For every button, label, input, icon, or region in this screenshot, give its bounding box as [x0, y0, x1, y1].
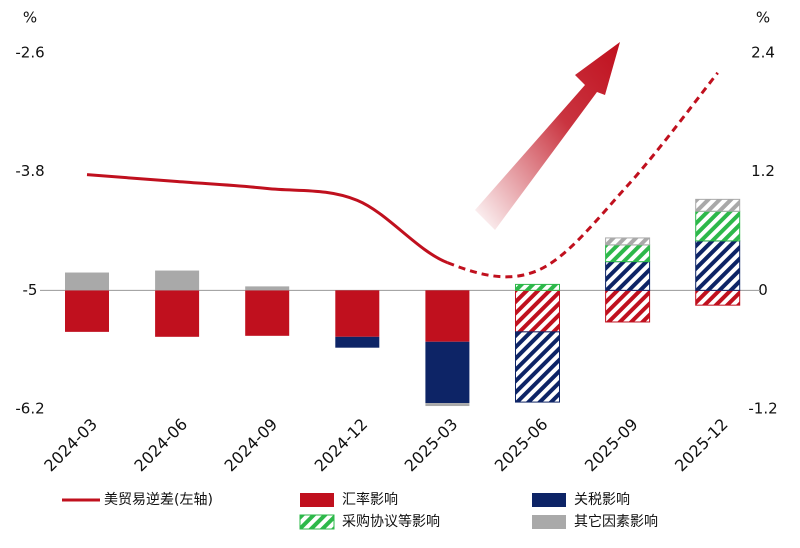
y2-tick-label: -1.2: [748, 400, 777, 418]
x-tick-label: 2025-03: [401, 415, 462, 476]
x-tick-label: 2024-03: [40, 415, 101, 476]
bar: [695, 240, 741, 291]
bar: [605, 244, 651, 263]
legend-label: 采购协议等影响: [342, 513, 440, 530]
bar: [515, 283, 560, 291]
y2-unit: %: [756, 9, 770, 27]
line-forecast: [446, 71, 719, 279]
legend-label: 关税影响: [574, 492, 630, 508]
x-tick-label: 2024-12: [311, 415, 372, 476]
legend-item: 采购协议等影响: [299, 513, 440, 530]
legend-item: 其它因素影响: [532, 513, 658, 530]
y-tick-label: -3.8: [15, 162, 44, 180]
bar: [515, 331, 560, 403]
bar: [155, 290, 200, 337]
legend-swatch: [300, 493, 334, 507]
legend-item: 关税影响: [532, 492, 630, 508]
legend-label: 美贸易逆差(左轴): [104, 492, 213, 508]
legend-swatch: [299, 514, 335, 530]
legend-item: 美贸易逆差(左轴): [62, 492, 213, 508]
bar: [245, 286, 290, 291]
bar: [605, 237, 651, 246]
bar: [515, 289, 560, 333]
bar: [155, 270, 200, 291]
bar: [335, 290, 380, 337]
x-tick-label: 2024-06: [130, 415, 191, 476]
bar: [425, 290, 470, 342]
y2-tick-label: 1.2: [751, 162, 775, 180]
legend-label: 汇率影响: [342, 491, 398, 508]
x-tick-label: 2025-12: [671, 415, 732, 476]
bar: [605, 289, 651, 323]
bar: [605, 261, 651, 291]
x-tick-label: 2025-06: [491, 415, 552, 476]
bar: [65, 290, 109, 332]
x-tick-label: 2024-09: [220, 415, 281, 476]
legend-label: 其它因素影响: [574, 513, 658, 530]
bar: [425, 403, 470, 407]
y-tick-label: -6.2: [15, 400, 44, 418]
y-tick-label: -2.6: [15, 44, 44, 62]
legend-swatch: [532, 493, 566, 507]
y-tick-label: -5: [23, 281, 38, 299]
bar: [695, 198, 741, 212]
bar: [65, 272, 109, 291]
line: [86, 173, 448, 265]
trend-arrow: [475, 42, 620, 230]
bar: [245, 290, 290, 336]
y2-tick-label: 0: [758, 281, 768, 299]
legend-item: 汇率影响: [300, 491, 398, 508]
x-tick-label: 2025-09: [581, 415, 642, 476]
bar: [335, 336, 380, 348]
y2-tick-label: 2.4: [751, 44, 775, 62]
legend-swatch: [532, 515, 566, 529]
y-unit: %: [23, 9, 37, 27]
bar: [425, 341, 470, 404]
bar: [695, 210, 741, 242]
bar: [695, 289, 741, 306]
